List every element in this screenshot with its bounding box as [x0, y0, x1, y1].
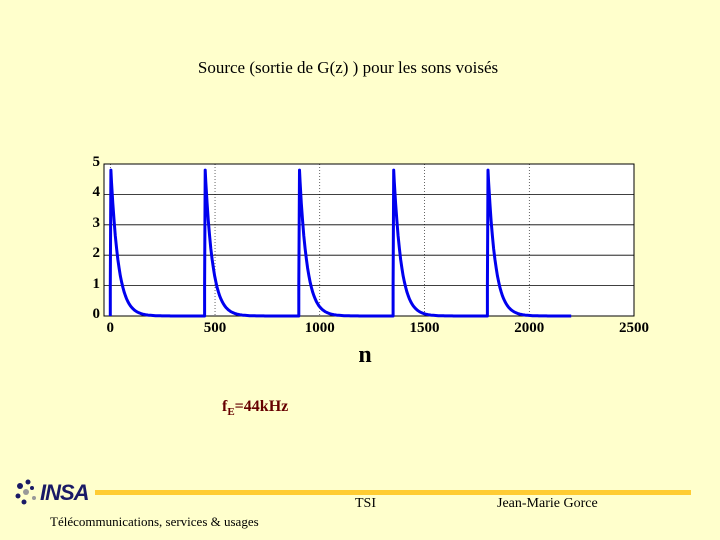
x-tick-label: 2500	[619, 320, 649, 336]
y-tick-label: 0	[92, 306, 101, 322]
footer-author: Jean-Marie Gorce	[497, 496, 598, 511]
x-tick-label: 0	[106, 320, 115, 336]
y-tick-label: 3	[92, 214, 101, 231]
insa-logo-icon	[15, 479, 36, 505]
logo-text: INSA	[40, 480, 90, 505]
insa-logo: INSA	[10, 474, 90, 514]
y-tick-label: 1	[92, 275, 101, 292]
footer-course: TSI	[355, 496, 376, 511]
x-tick-label: 1500	[409, 320, 440, 336]
chart-title: Source (sortie de G(z) ) pour les sons v…	[197, 58, 499, 77]
x-tick-label: 500	[203, 320, 227, 336]
sampling-frequency-label: fE=44kHz	[222, 398, 289, 419]
x-tick-label: 1000	[304, 320, 335, 336]
y-tick-label: 4	[92, 184, 101, 201]
footer-divider	[95, 490, 691, 495]
x-tick-label: 2000	[514, 320, 545, 336]
x-axis-label: n	[358, 342, 372, 368]
series-line	[108, 168, 572, 318]
plot-area	[103, 163, 635, 317]
y-tick-label: 2	[92, 245, 101, 262]
y-tick-label: 5	[92, 154, 101, 170]
footer-subtitle: Télécommunications, services & usages	[50, 514, 259, 529]
